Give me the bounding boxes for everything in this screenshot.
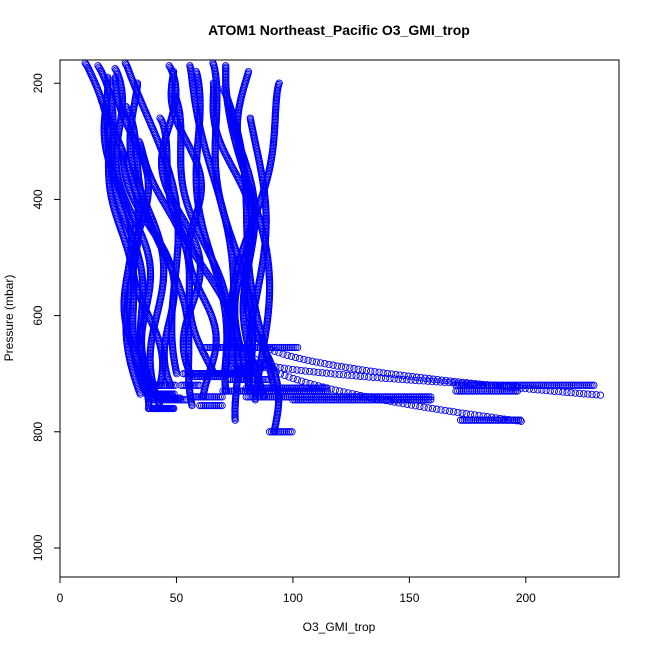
data-point	[155, 404, 163, 413]
data-point	[151, 404, 159, 413]
data-point	[160, 404, 168, 413]
data-point	[163, 390, 171, 398]
data-point	[164, 390, 173, 398]
data-point	[158, 381, 166, 389]
data-point	[168, 404, 176, 413]
data-point	[156, 404, 165, 413]
data-point	[170, 404, 178, 413]
data-point	[173, 396, 182, 404]
data-point	[162, 404, 170, 413]
data-point	[179, 396, 187, 404]
data-points	[81, 59, 605, 436]
data-point	[166, 404, 174, 413]
data-point	[158, 404, 167, 413]
data-point	[159, 390, 167, 398]
data-point	[153, 404, 161, 413]
data-point	[164, 404, 172, 413]
chart-title: ATOM1 Northeast_Pacific O3_GMI_trop	[208, 22, 470, 38]
data-point	[175, 396, 183, 404]
data-point	[142, 390, 150, 398]
data-point	[177, 396, 185, 404]
data-point	[161, 390, 169, 398]
data-point	[168, 390, 176, 398]
data-point	[149, 404, 157, 413]
data-point	[144, 390, 152, 398]
data-point	[170, 390, 178, 398]
data-point	[166, 390, 175, 398]
